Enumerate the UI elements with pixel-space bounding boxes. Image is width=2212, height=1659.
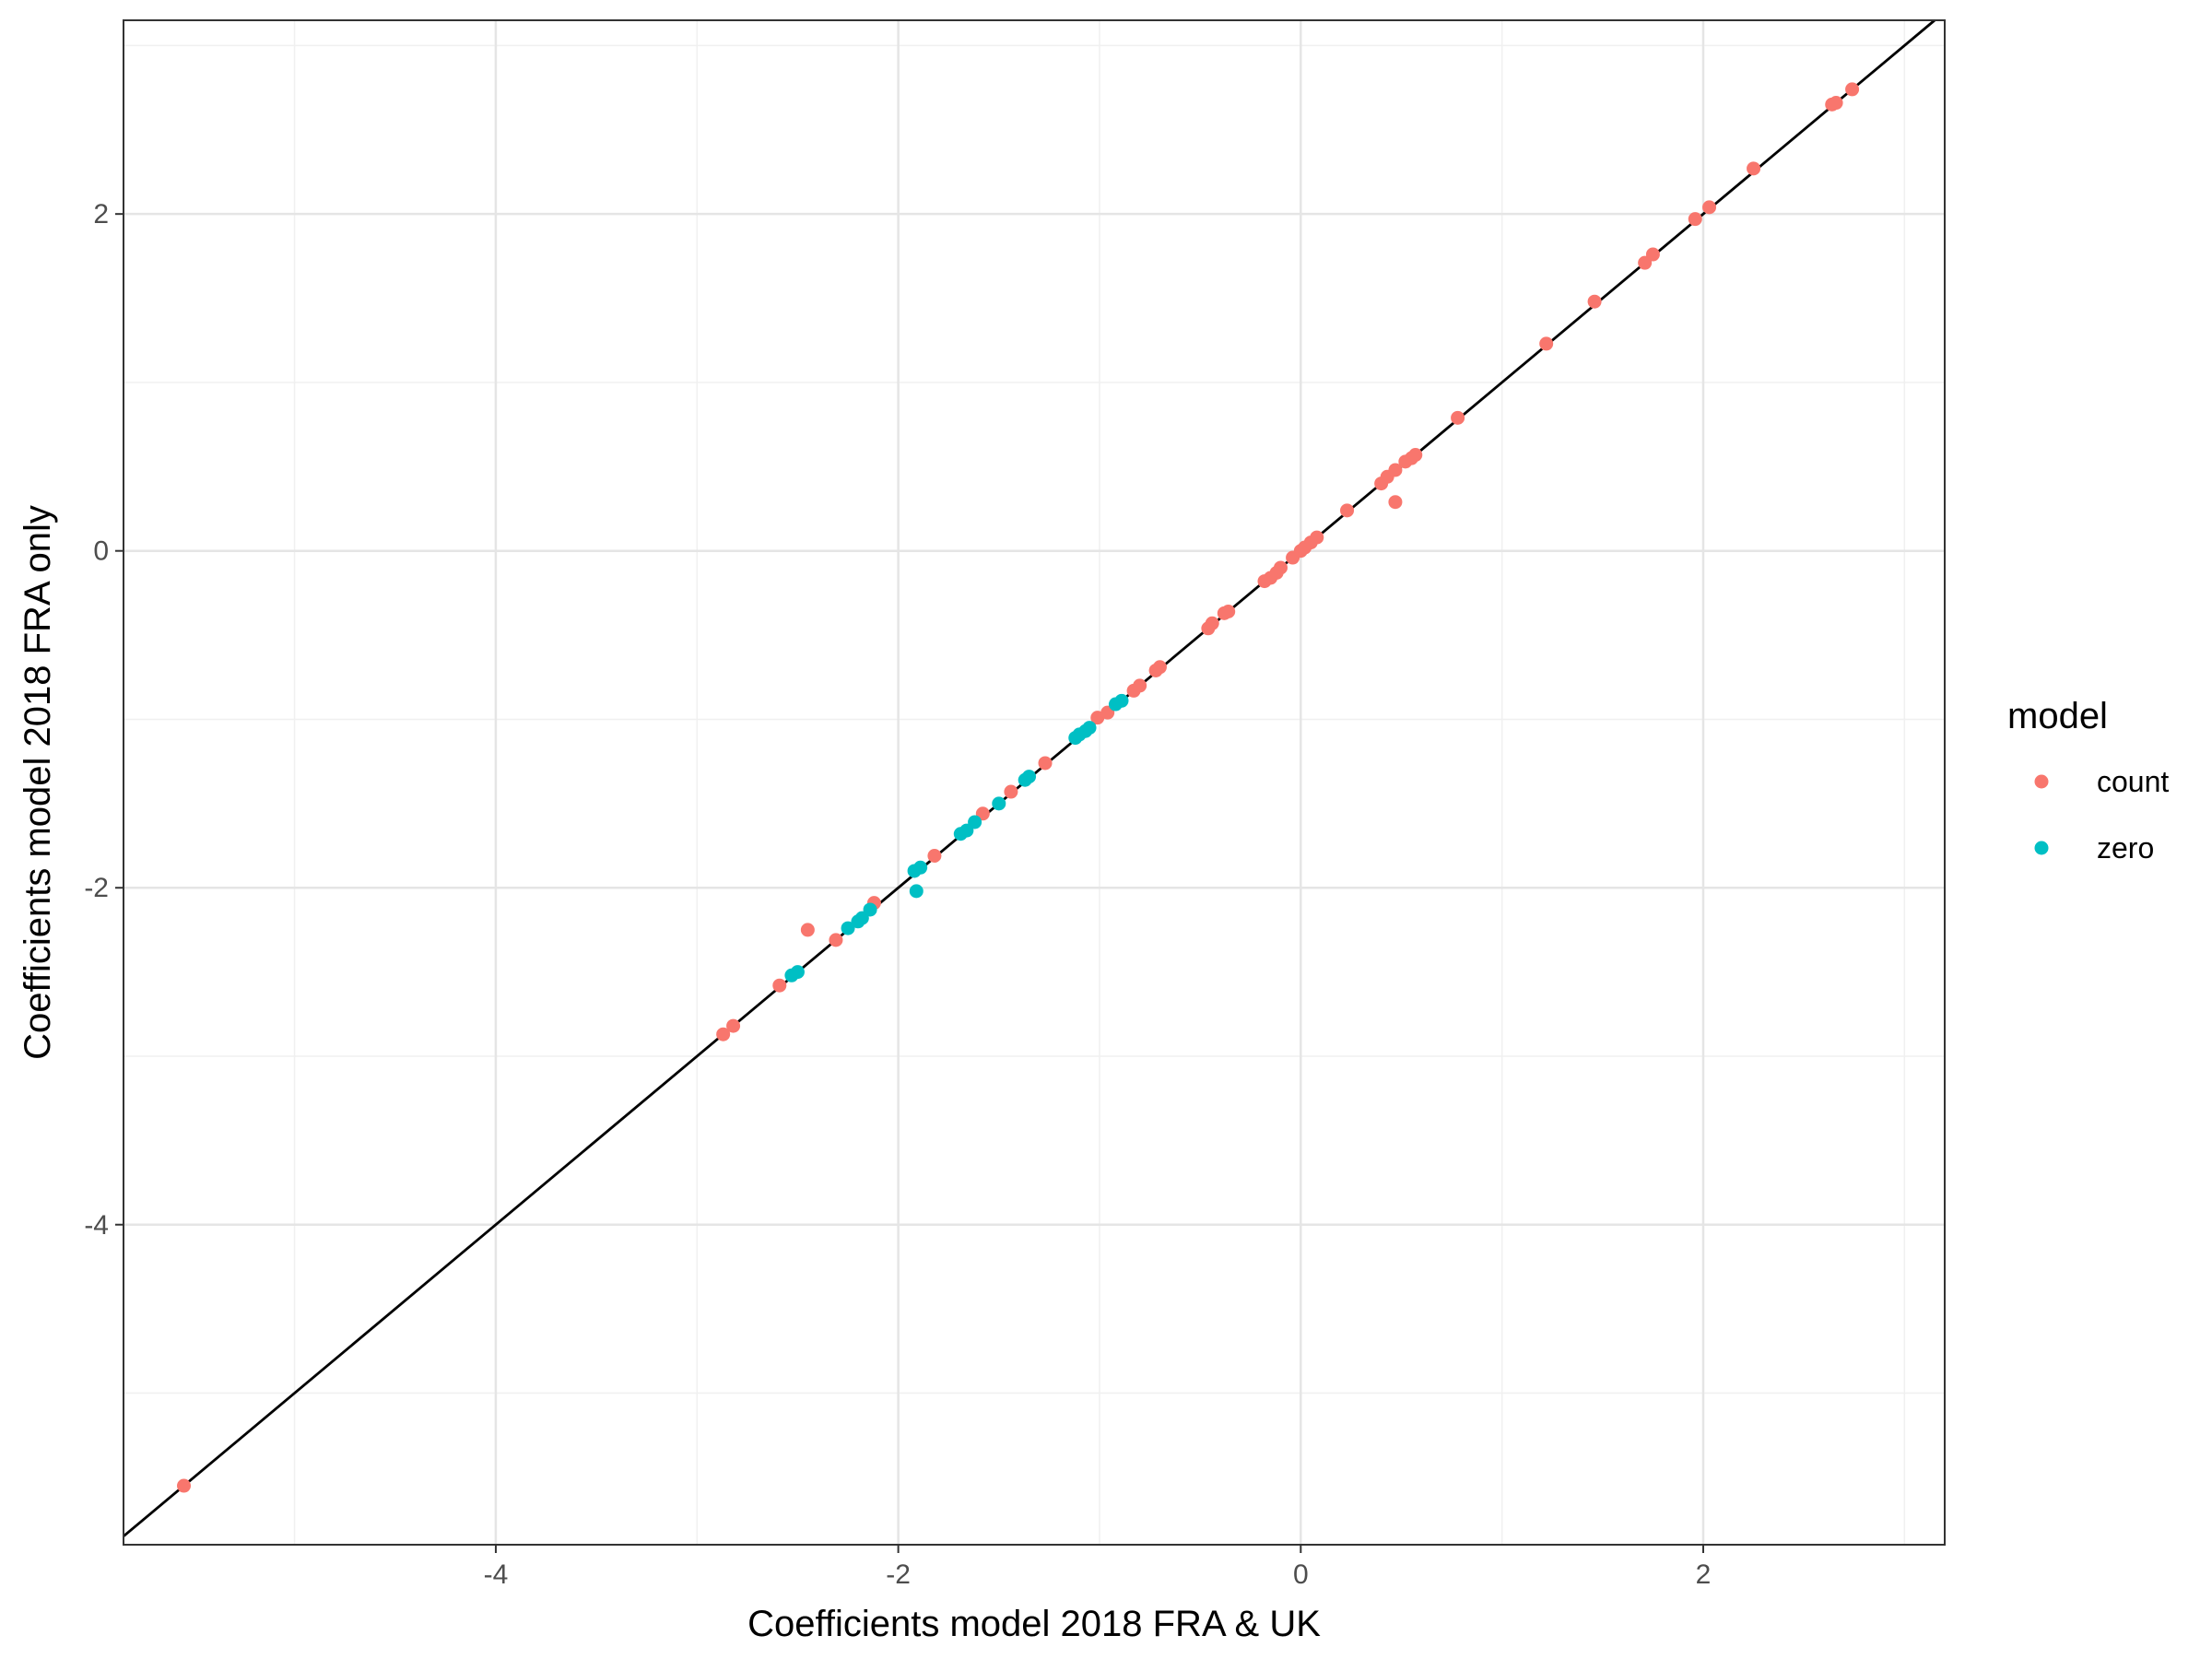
point-zero (1022, 770, 1037, 784)
point-count (1688, 212, 1702, 227)
point-count (800, 923, 815, 937)
point-count (1539, 336, 1554, 351)
legend: model count zero (2007, 696, 2169, 865)
legend-title: model (2007, 696, 2108, 736)
point-zero (992, 796, 1006, 811)
series-zero-points (784, 693, 1129, 982)
point-count (1205, 616, 1219, 630)
point-count (1388, 463, 1403, 477)
x-tick-label: -4 (484, 1559, 509, 1590)
point-zero (909, 884, 924, 899)
y-tick-label: 2 (93, 199, 109, 229)
major-gridlines (124, 20, 1945, 1545)
point-count (1152, 660, 1167, 675)
legend-key-zero (2034, 841, 2049, 855)
point-count (1451, 410, 1465, 425)
point-count (1845, 82, 1860, 97)
point-zero (913, 860, 928, 875)
point-count (1829, 96, 1843, 111)
plot-panel (123, 18, 1946, 1546)
point-count (1702, 200, 1717, 215)
y-axis-title: Coefficients model 2018 FRA only (18, 505, 58, 1060)
point-count (1221, 604, 1236, 618)
point-count (1310, 530, 1324, 545)
point-count (726, 1018, 741, 1033)
x-tick-label: 0 (1293, 1559, 1309, 1590)
legend-label-count: count (2097, 765, 2169, 798)
series-count-points (177, 82, 1860, 1493)
panel-background (124, 20, 1945, 1545)
point-count (772, 978, 787, 993)
point-count (1038, 756, 1053, 771)
point-count (1340, 503, 1355, 518)
y-tick-label: -2 (84, 873, 109, 903)
point-zero (968, 815, 982, 830)
legend-label-zero: zero (2097, 831, 2154, 865)
point-count (927, 849, 942, 864)
point-count (1004, 784, 1018, 799)
point-zero (841, 921, 855, 935)
point-zero (1114, 693, 1129, 708)
x-tick-label: 2 (1696, 1559, 1712, 1590)
point-count (1747, 161, 1761, 176)
point-count (1273, 560, 1288, 575)
point-zero (790, 965, 805, 980)
point-count (177, 1478, 192, 1493)
legend-key-count (2034, 774, 2049, 789)
point-count (1133, 678, 1147, 693)
panel-border (123, 19, 1946, 1546)
point-zero (1082, 721, 1097, 735)
x-tick-label: -2 (886, 1559, 911, 1590)
y-tick-label: 0 (93, 536, 109, 567)
point-zero (863, 902, 877, 917)
point-count (1587, 294, 1602, 309)
point-count (1408, 448, 1423, 463)
point-count (716, 1027, 731, 1041)
minor-gridlines (124, 20, 1945, 1545)
point-count (1645, 247, 1660, 262)
point-count (829, 933, 843, 947)
x-axis-title: Coefficients model 2018 FRA & UK (747, 1604, 1321, 1644)
point-count (1388, 495, 1403, 510)
x-axis: -4 -2 0 2 (484, 1545, 1712, 1590)
y-tick-label: -4 (84, 1210, 109, 1241)
y-axis: -4 -2 0 2 (84, 199, 124, 1241)
